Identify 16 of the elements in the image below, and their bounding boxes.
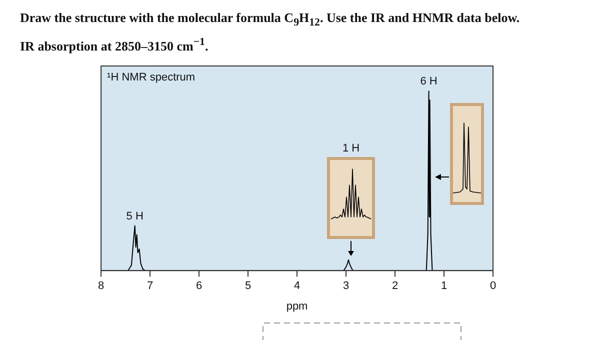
x-tick-label: 3 [342,280,350,292]
x-tick-label: 2 [392,280,398,292]
x-axis-title: ppm [286,300,308,312]
x-tick-label: 4 [294,280,300,292]
annotation: 6 H [420,76,438,88]
x-tick-label: 8 [98,280,104,292]
annotation: 1 H [342,142,360,155]
text: ¹H NMR spectrum [107,72,196,84]
annotation: 5 H [126,210,144,222]
x-tick-label: 7 [146,280,154,292]
x-tick-label: 6 [196,280,202,292]
chart-subtitle: IR absorption at 2850–3150 cm$^{−1}$. [20,36,208,54]
chart-title: Draw the structure with the molecular formula C$_{9}$H$_{12}$. Use the IR and HNMR data below. [20,10,520,29]
x-tick-label: 0 [490,280,496,292]
x-tick-label: 1 [440,280,448,292]
x-tick-label: 5 [244,280,252,292]
